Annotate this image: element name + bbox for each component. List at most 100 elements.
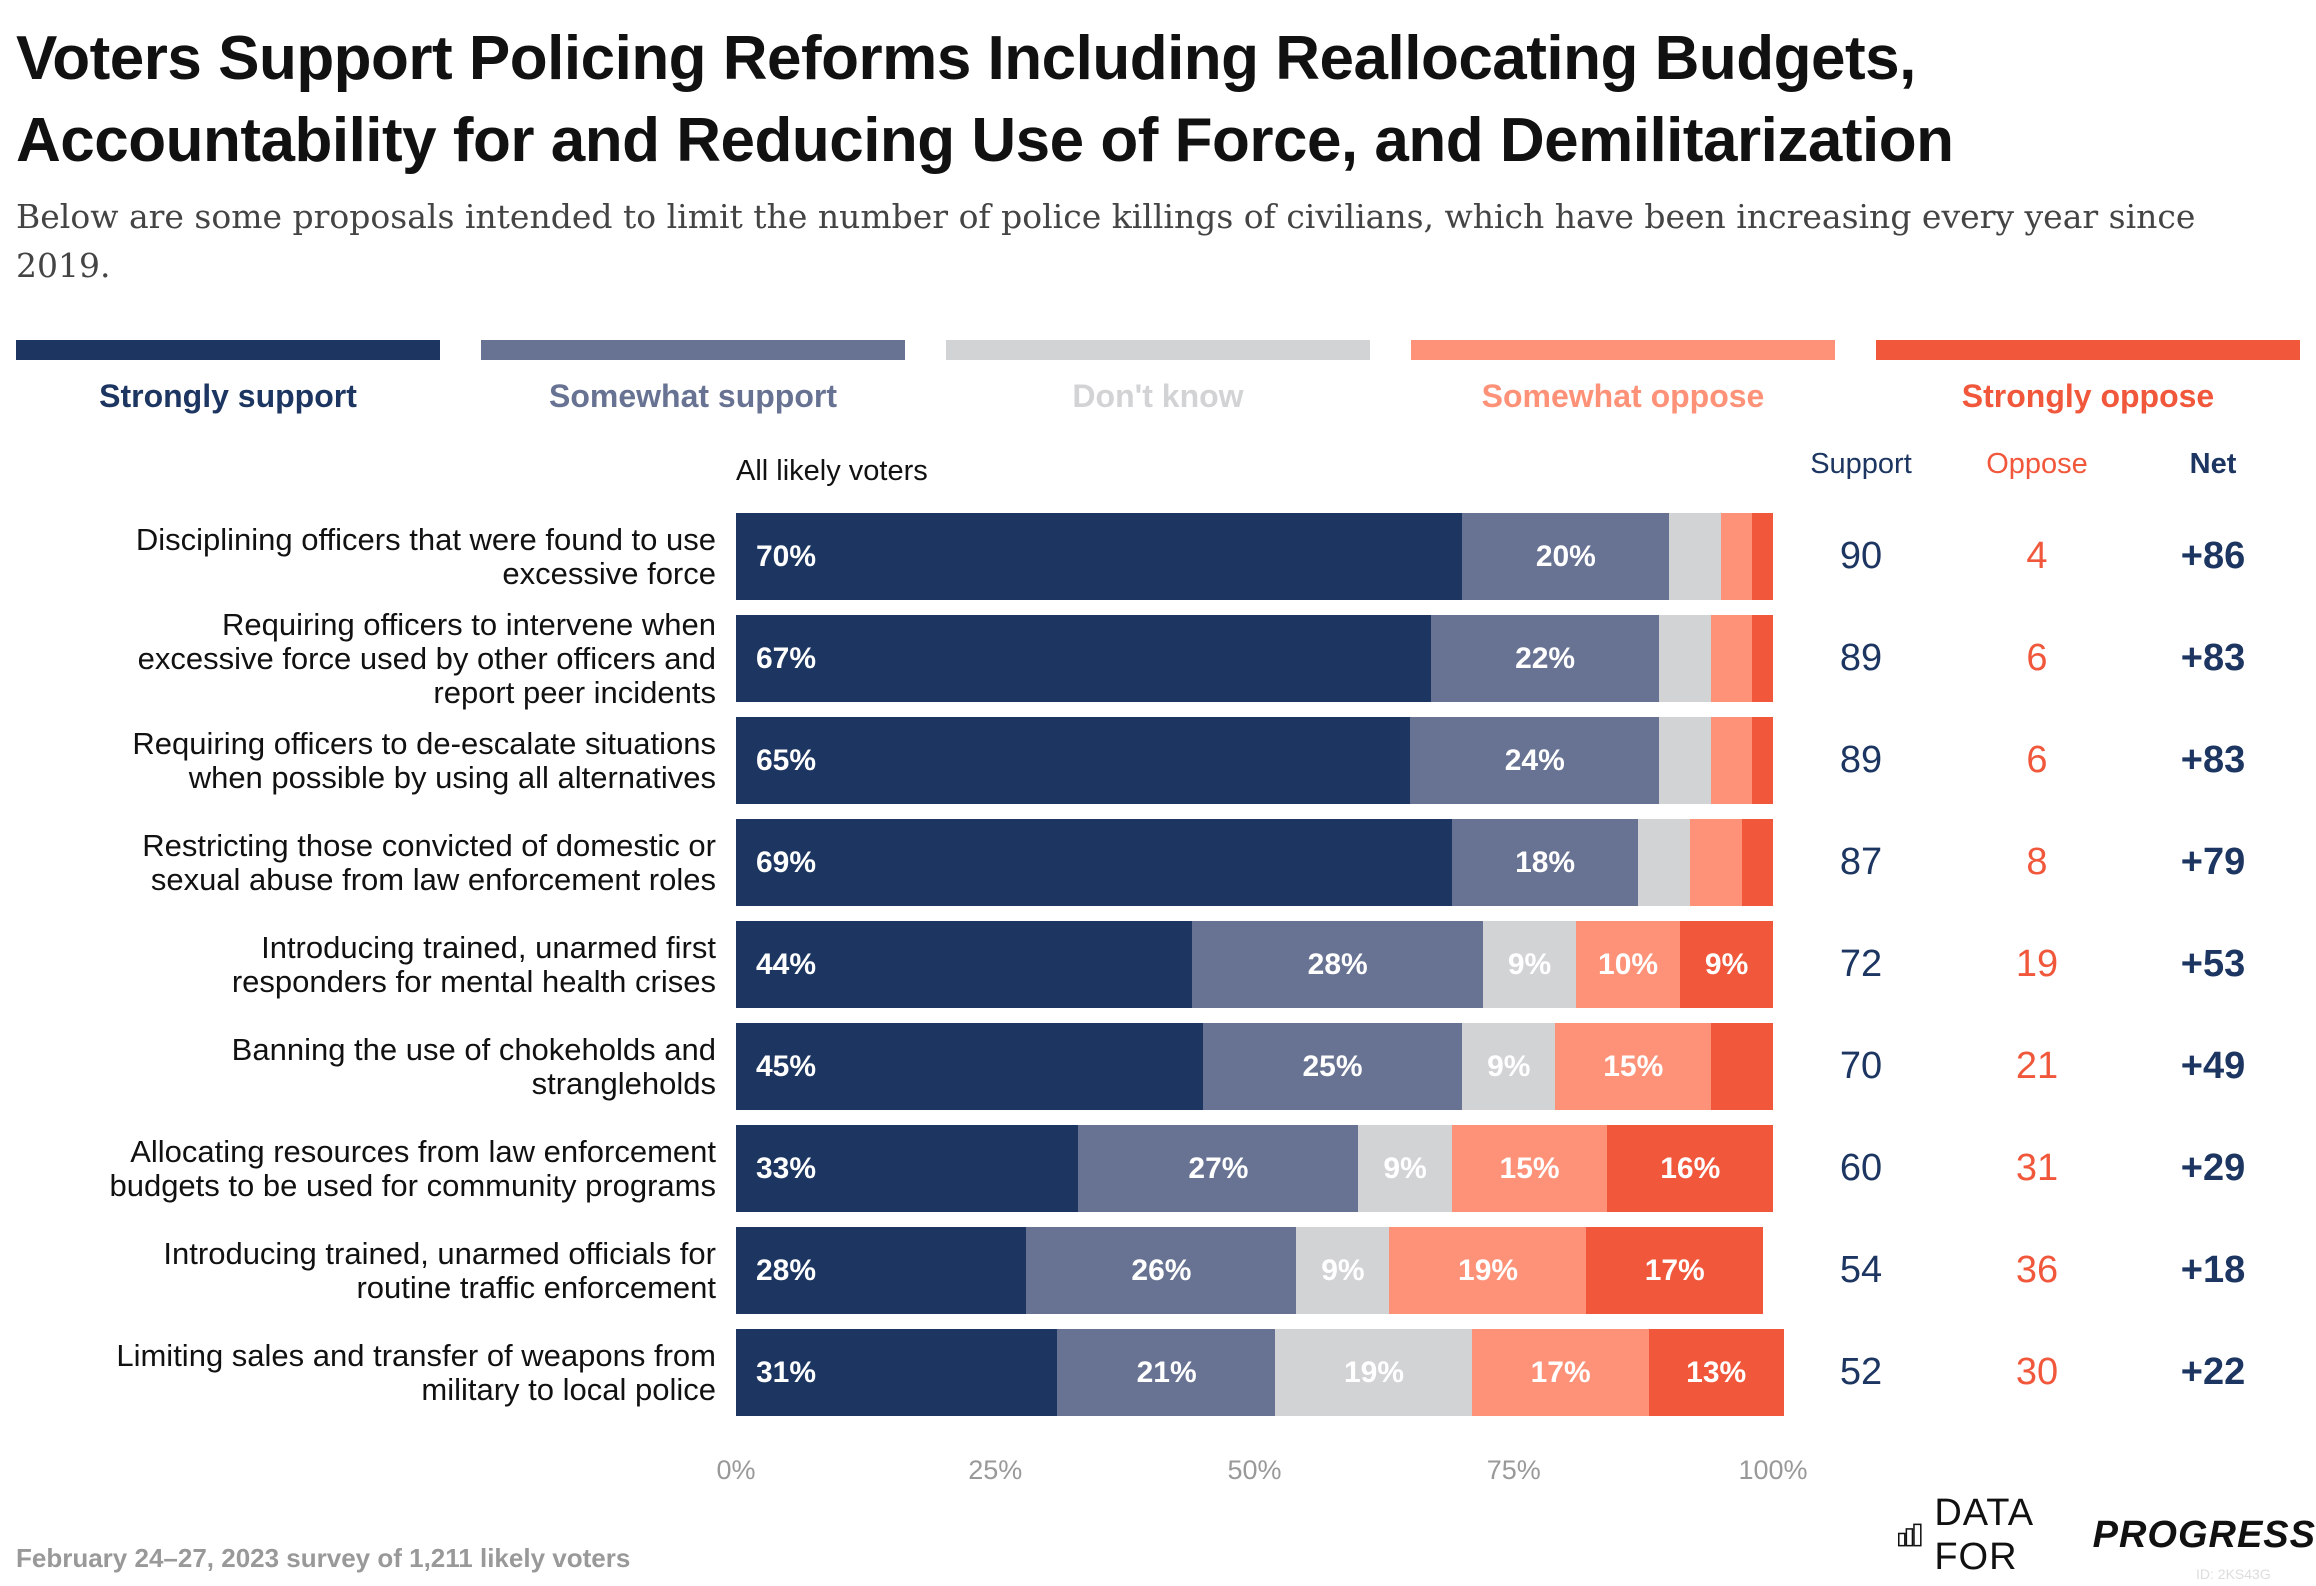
bar-segment-strongly-support: 67% <box>736 615 1432 702</box>
bar-segment-strongly-oppose <box>1752 615 1774 702</box>
bar-segment-somewhat-oppose: 15% <box>1555 1023 1712 1110</box>
footer-note: February 24–27, 2023 survey of 1,211 lik… <box>16 1543 631 1573</box>
legend-swatch <box>1411 340 1835 360</box>
bar-segment-strongly-support: 44% <box>736 921 1193 1008</box>
row-label-line: excessive force <box>502 555 716 591</box>
row-label: Introducing trained, unarmed first respon… <box>231 929 716 999</box>
row-label-line: Restricting those convicted of domestic … <box>142 827 716 863</box>
x-axis-tick: 25% <box>968 1455 1023 1485</box>
x-axis-tick: 75% <box>1486 1455 1541 1485</box>
legend-label: Strongly support <box>99 378 357 414</box>
row-label-line: routine traffic enforcement <box>356 1269 716 1305</box>
oppose-value: 19 <box>2015 942 2059 985</box>
support-value: 87 <box>1839 840 1883 883</box>
net-value: +22 <box>2180 1350 2246 1393</box>
legend-item: Strongly oppose <box>1876 340 2300 415</box>
bar-segment-strongly-support: 31% <box>736 1329 1058 1416</box>
oppose-value: 30 <box>2015 1350 2059 1393</box>
bar-segment-dont-know: 9% <box>1358 1125 1453 1212</box>
support-value: 60 <box>1839 1146 1883 1189</box>
bar-segment-strongly-oppose: 16% <box>1607 1125 1774 1212</box>
row-label-line: sexual abuse from law enforcement roles <box>150 861 716 897</box>
row-label-line: Requiring officers to intervene when <box>222 606 716 642</box>
oppose-value: 31 <box>2015 1146 2059 1189</box>
support-value: 72 <box>1839 942 1883 985</box>
legend-label: Somewhat support <box>548 378 837 414</box>
oppose-value: 21 <box>2015 1044 2059 1087</box>
support-value: 54 <box>1839 1248 1883 1291</box>
oppose-value: 4 <box>2026 534 2048 577</box>
bar-segment-strongly-support: 65% <box>736 717 1411 804</box>
bar-segment-somewhat-oppose <box>1710 615 1753 702</box>
support-value: 90 <box>1839 534 1883 577</box>
row-label-line: Disciplining officers that were found to… <box>135 521 716 557</box>
bar-segment-strongly-oppose <box>1752 513 1774 600</box>
bar-segment-dont-know <box>1669 513 1722 600</box>
row-label: Introducing trained, unarmed officials f… <box>163 1236 716 1305</box>
bar-segment-strongly-oppose <box>1741 819 1774 906</box>
bar-segment-somewhat-support: 21% <box>1057 1329 1276 1416</box>
legend-label: Somewhat oppose <box>1481 378 1765 414</box>
x-axis-tick: 50% <box>1227 1455 1282 1485</box>
net-value: +83 <box>2180 636 2246 679</box>
net-value: +86 <box>2180 534 2246 577</box>
row-label-line: excessive force used by other officers a… <box>137 640 716 676</box>
bar-segment-somewhat-oppose <box>1721 513 1753 600</box>
bar-segment-dont-know: 9% <box>1295 1227 1390 1314</box>
x-axis-tick: 100% <box>1738 1455 1808 1485</box>
bar-segment-strongly-support: 69% <box>736 819 1453 906</box>
row-label-line: Requiring officers to de-escalate situat… <box>132 725 716 761</box>
legend-swatch <box>1876 340 2300 360</box>
bar-segment-strongly-oppose <box>1752 717 1774 804</box>
row-label: Limiting sales and transfer of weapons f… <box>116 1338 716 1407</box>
bar-segment-dont-know: 9% <box>1461 1023 1556 1110</box>
oppose-value: 6 <box>2026 636 2048 679</box>
row-label-line: strangleholds <box>531 1065 716 1101</box>
bar-segment-strongly-oppose: 13% <box>1648 1329 1784 1416</box>
bar-segment-somewhat-support: 26% <box>1026 1227 1297 1314</box>
bar-segment-somewhat-oppose <box>1690 819 1743 906</box>
support-value: 70 <box>1839 1044 1883 1087</box>
logo-text-regular: DATA FOR <box>1934 1492 2032 1578</box>
x-axis-tick: 0% <box>716 1455 756 1485</box>
net-value: +18 <box>2180 1248 2246 1291</box>
row-label-line: budgets to be used for community program… <box>109 1167 716 1203</box>
bar-chart-logo-icon <box>1898 1523 1922 1547</box>
group-label: All likely voters <box>736 455 928 487</box>
bar-segment-strongly-oppose: 9% <box>1679 921 1774 1008</box>
legend-label: Strongly oppose <box>1961 378 2215 414</box>
row-label: Restricting those convicted of domestic … <box>142 827 716 897</box>
chart-id: ID: 2KS43G <box>2196 1566 2271 1582</box>
net-column-header: Net <box>2189 448 2237 480</box>
row-label: Disciplining officers that were found to… <box>135 521 716 591</box>
net-value: +49 <box>2180 1044 2246 1087</box>
bar-segment-somewhat-support: 28% <box>1192 921 1484 1008</box>
row-label: Requiring officers to de-escalate situat… <box>132 725 716 795</box>
bar-segment-dont-know: 9% <box>1482 921 1577 1008</box>
support-value: 89 <box>1839 636 1883 679</box>
row-label: Requiring officers to intervene when exce… <box>137 606 716 710</box>
bar-segment-somewhat-support: 24% <box>1410 717 1660 804</box>
net-value: +53 <box>2180 942 2246 985</box>
bar-segment-dont-know <box>1658 615 1712 702</box>
bar-segment-somewhat-oppose: 19% <box>1389 1227 1587 1314</box>
oppose-value: 6 <box>2026 738 2048 781</box>
bar-segment-somewhat-oppose: 10% <box>1575 921 1681 1008</box>
chart-subtitle: Below are some proposals intended to lim… <box>16 197 2196 285</box>
legend-item: Strongly support <box>16 340 440 415</box>
row-label: Allocating resources from law enforcemen… <box>109 1133 716 1203</box>
support-value: 52 <box>1839 1350 1883 1393</box>
row-label-line: Introducing trained, unarmed first <box>261 929 716 965</box>
legend-item: Somewhat oppose <box>1411 340 1835 415</box>
row-label-line: responders for mental health crises <box>231 963 716 999</box>
row-label-line: Allocating resources from law enforcemen… <box>130 1133 716 1169</box>
bar-segment-strongly-oppose: 17% <box>1586 1227 1764 1314</box>
bar-segment-somewhat-oppose <box>1710 717 1753 804</box>
bar-segment-strongly-oppose <box>1710 1023 1774 1110</box>
support-value: 89 <box>1839 738 1883 781</box>
legend-item: Don't know <box>946 340 1370 415</box>
bar-segment-dont-know: 19% <box>1275 1329 1473 1416</box>
logo-text-bold: PROGRESS <box>2092 1514 2316 1556</box>
bar-segment-somewhat-support: 18% <box>1451 819 1639 906</box>
row-label: Banning the use of chokeholds and strangl… <box>232 1032 716 1101</box>
